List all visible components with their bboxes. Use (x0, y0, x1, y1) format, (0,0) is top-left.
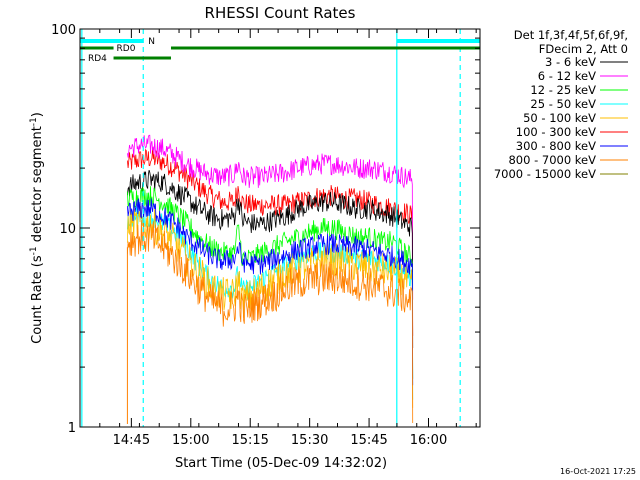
x-tick-label: 14:45 (113, 433, 150, 448)
legend-entry-label: 100 - 300 keV (516, 125, 596, 139)
x-axis-label: Start Time (05-Dec-09 14:32:02) (175, 456, 387, 471)
rate-decimation-bar-label: RD0 (117, 44, 136, 54)
chart-title: RHESSI Count Rates (205, 4, 356, 22)
x-tick-label: 16:00 (410, 433, 447, 448)
series-line (127, 198, 414, 386)
y-axis-label-sup1: -1 (29, 246, 39, 255)
x-tick-label: 15:15 (231, 433, 268, 448)
series-line (127, 206, 414, 408)
y-tick-label: 10 (59, 222, 76, 237)
legend-entry-label: 800 - 7000 keV (508, 153, 596, 167)
legend-entry-label: 12 - 25 keV (530, 83, 596, 97)
data-layer (126, 134, 414, 424)
rate-decimation-bar-label: RD4 (88, 54, 107, 64)
y-axis-label: Count Rate (s-1 detector segment-1) (29, 112, 45, 344)
y-tick-label: 100 (51, 23, 76, 38)
legend-entry-label: 7000 - 15000 keV (494, 167, 596, 181)
x-tick-label: 15:00 (172, 433, 209, 448)
y-axis-label-main: Count Rate (s (30, 255, 45, 344)
legend-entry-label: 25 - 50 keV (530, 97, 596, 111)
legend-entry-label: 3 - 6 keV (545, 55, 596, 69)
legend-header-2: FDecim 2, Att 0 (539, 42, 628, 56)
series-line (127, 169, 414, 349)
series-line (127, 219, 414, 424)
plot-timestamp: 16-Oct-2021 17:25 (560, 467, 636, 476)
attenuator-bar-label: N (148, 37, 155, 47)
series-line (127, 134, 414, 300)
x-tick-label: 15:45 (350, 433, 387, 448)
y-tick-label: 1 (68, 421, 76, 436)
legend-entry-label: 300 - 800 keV (516, 139, 596, 153)
y-axis-label-end: ) (30, 112, 45, 117)
x-tick-label: 15:30 (291, 433, 328, 448)
y-axis-label-sup2: -1 (29, 117, 39, 126)
legend-entry-label: 50 - 100 keV (523, 111, 596, 125)
legend-entry-label: 6 - 12 keV (538, 69, 596, 83)
y-axis-label-mid: detector segment (30, 126, 45, 246)
legend: Det 1f,3f,4f,5f,6f,9f, FDecim 2, Att 0 3… (494, 28, 628, 181)
legend-header-1: Det 1f,3f,4f,5f,6f,9f, (514, 28, 628, 42)
tick-layer: 14:45 15:00 15:15 15:30 15:45 16:00 1 10 100 (51, 23, 480, 448)
